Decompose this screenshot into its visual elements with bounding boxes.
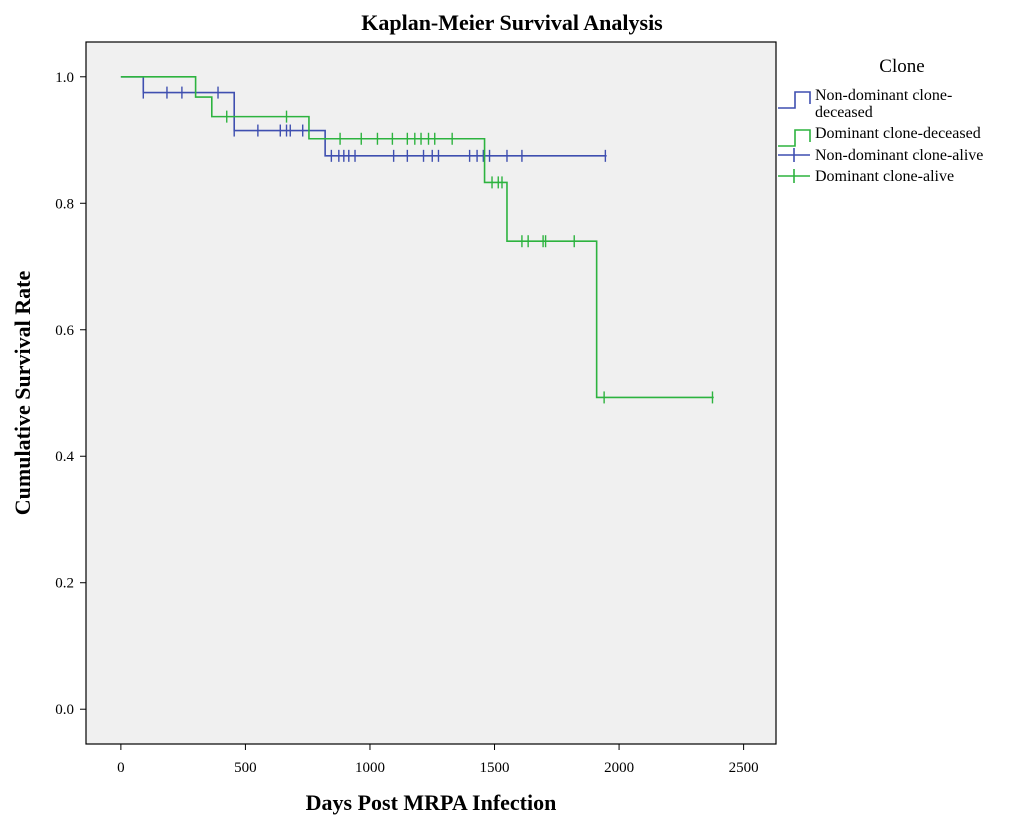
survival-curves — [120, 75, 714, 404]
legend-item: Dominant clone-alive — [778, 168, 954, 185]
series-0 — [120, 75, 607, 162]
legend-step-symbol — [778, 91, 811, 109]
legend-label: Dominant clone-deceased — [815, 125, 981, 142]
y-tick-label: 0.8 — [55, 196, 74, 212]
legend-step-symbol — [778, 129, 811, 147]
legend-label: Dominant clone-alive — [815, 168, 954, 185]
y-axis: 0.0 0.2 0.4 0.6 0.8 1.0 — [55, 70, 86, 718]
x-tick-label: 1000 — [355, 760, 385, 776]
survival-step-line — [120, 75, 607, 157]
legend-item: Dominant clone-deceased — [778, 125, 981, 147]
x-axis: 0 500 1000 1500 2000 2500 — [117, 744, 759, 776]
survival-step-line — [120, 75, 714, 399]
x-tick-label: 1500 — [480, 760, 510, 776]
legend-item: Non-dominant clone-deceased — [778, 87, 952, 121]
legend-item: Non-dominant clone-alive — [778, 147, 983, 164]
y-tick-label: 0.0 — [55, 702, 74, 718]
x-axis-title: Days Post MRPA Infection — [306, 790, 557, 815]
legend-label: Non-dominant clone- — [815, 87, 952, 104]
legend-label: deceased — [815, 104, 873, 121]
chart-title: Kaplan-Meier Survival Analysis — [361, 10, 663, 35]
y-tick-label: 0.6 — [55, 323, 74, 339]
x-tick-label: 500 — [234, 760, 257, 776]
plot-area — [85, 41, 777, 745]
x-tick-label: 2000 — [604, 760, 634, 776]
y-tick-label: 0.2 — [55, 576, 74, 592]
x-tick-label: 2500 — [729, 760, 759, 776]
series-1 — [120, 75, 714, 404]
y-tick-label: 1.0 — [55, 70, 74, 86]
legend-label: Non-dominant clone-alive — [815, 147, 983, 164]
legend: Clone Non-dominant clone-deceased Dominan… — [778, 56, 983, 185]
x-tick-label: 0 — [117, 760, 125, 776]
legend-title: Clone — [879, 56, 924, 77]
y-axis-title: Cumulative Survival Rate — [10, 271, 35, 516]
y-tick-label: 0.4 — [55, 449, 74, 465]
